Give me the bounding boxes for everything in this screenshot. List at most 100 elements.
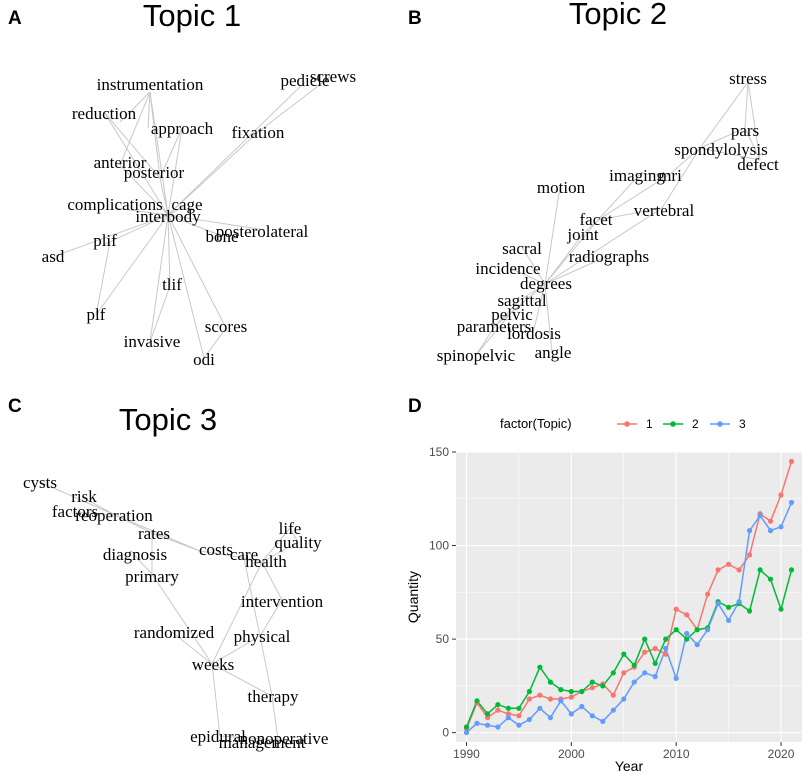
series-3-point [767, 528, 774, 534]
word-radiographs: radiographs [569, 247, 649, 266]
series-2-point [537, 664, 543, 670]
series-1-point [610, 692, 616, 698]
series-2-point [589, 679, 595, 685]
word-facet: facet [579, 210, 612, 229]
panel-b: B Topic 2 [408, 0, 779, 365]
series-2-point [673, 627, 679, 633]
word-interbody: interbody [135, 207, 201, 226]
series-2-point [610, 670, 616, 676]
word-management: management [219, 733, 306, 752]
series-1-point [652, 645, 658, 652]
word-quality: quality [274, 533, 322, 552]
series-1-point [642, 649, 648, 655]
word-posterolateral: posterolateral [216, 222, 309, 241]
word-joint: joint [566, 225, 598, 244]
series-2-point [526, 688, 533, 695]
series-3-point [621, 696, 627, 702]
word-approach: approach [151, 119, 214, 138]
series-1-point [484, 715, 491, 721]
panel-letter-c: C [8, 396, 22, 417]
series-1-point [547, 696, 554, 702]
x-tick-label: 2020 [768, 747, 795, 761]
plot-panel [456, 452, 802, 742]
series-3-point [526, 716, 533, 723]
word-primary: primary [125, 567, 179, 586]
y-tick-label: 150 [429, 445, 449, 459]
series-2-point [684, 636, 690, 642]
word-motion: motion [537, 178, 586, 197]
word-mri: mri [658, 166, 682, 185]
series-3-point [788, 499, 795, 506]
series-2-point [652, 660, 658, 667]
series-2-point [600, 683, 606, 689]
series-3-point [642, 670, 648, 676]
series-3-point [778, 524, 784, 530]
series-3-point [631, 679, 637, 685]
series-3-point [547, 715, 554, 721]
legend-key-1: 1 [617, 417, 653, 431]
series-3-point [463, 730, 470, 736]
series-3-point [495, 724, 501, 730]
series-2-point [474, 698, 480, 704]
topic-1-title: Topic 1 [143, 0, 241, 33]
series-3-point [715, 600, 721, 607]
series-1-point [673, 606, 679, 612]
legend: factor(Topic) 1 2 3 [500, 416, 746, 431]
word-sacral: sacral [502, 239, 542, 258]
series-3-point [652, 673, 658, 680]
series-3-point [684, 630, 690, 637]
word-bone: bone [205, 227, 238, 246]
panel-a: A Topic 1 [8, 0, 356, 369]
series-3-point [474, 720, 480, 726]
word-screws: screws [310, 67, 356, 86]
word-plf: plf [87, 305, 106, 324]
series-2-point [631, 662, 637, 668]
series-1-point [568, 694, 574, 700]
word-incidence: incidence [475, 259, 540, 278]
word-imaging: imaging [609, 166, 665, 185]
series-3-point [579, 703, 585, 710]
y-axis-title: Quantity [405, 571, 421, 623]
word-anterior: anterior [94, 153, 147, 172]
word-rates: rates [138, 524, 170, 543]
legend-title: factor(Topic) [500, 416, 572, 431]
word-vertebral: vertebral [634, 201, 695, 220]
word-life: life [279, 519, 302, 538]
series-points [463, 458, 795, 736]
topic-3-edges [39, 481, 299, 741]
word-therapy: therapy [248, 687, 299, 706]
x-axis-title: Year [615, 758, 644, 774]
word-odi: odi [193, 350, 215, 369]
word-sagittal: sagittal [497, 291, 546, 310]
series-3-point [726, 617, 732, 624]
word-randomized: randomized [134, 623, 215, 642]
word-health: health [245, 552, 287, 571]
word-scores: scores [205, 317, 247, 336]
word-costs: costs [199, 540, 233, 559]
series-1-point [537, 692, 543, 698]
word-cysts: cysts [23, 473, 57, 492]
word-pedicle: pedicle [280, 71, 329, 90]
series-2-point [621, 651, 627, 657]
word-stress: stress [729, 69, 767, 88]
series-2-point [788, 567, 795, 573]
series-2-point [547, 679, 554, 685]
series-3-point [757, 513, 763, 519]
word-pars: pars [731, 121, 759, 140]
series-2-point [558, 687, 564, 693]
x-tick-label: 1990 [453, 747, 480, 761]
series-2-point [505, 705, 511, 711]
word-spinopelvic: spinopelvic [437, 346, 516, 365]
series-1-point [788, 458, 795, 464]
word-tlif: tlif [162, 275, 182, 294]
x-tick-label: 2010 [663, 747, 690, 761]
series-1-point [747, 552, 753, 558]
y-tick-label: 100 [429, 539, 449, 553]
series-2-point [663, 636, 669, 642]
word-epidural: epidural [190, 727, 246, 746]
series-1-point [705, 591, 711, 597]
series-1-point [663, 651, 669, 657]
word-intervention: intervention [241, 592, 324, 611]
word-invasive: invasive [124, 332, 181, 351]
